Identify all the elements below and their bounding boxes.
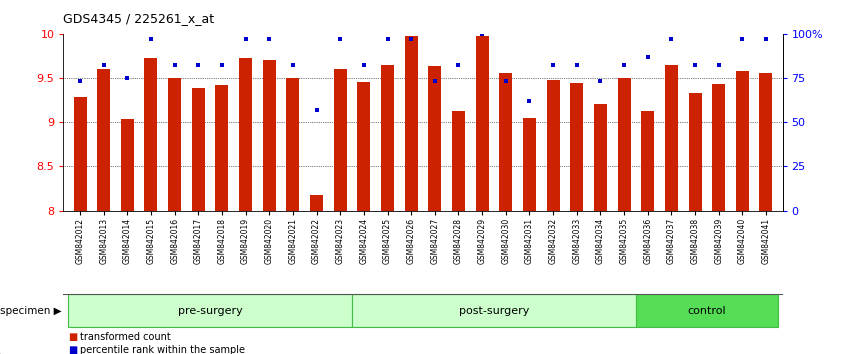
Point	[499, 79, 513, 84]
Point	[239, 36, 252, 42]
Text: GDS4345 / 225261_x_at: GDS4345 / 225261_x_at	[63, 12, 215, 25]
Bar	[69, 294, 352, 327]
Bar	[287, 78, 299, 211]
Bar	[381, 64, 394, 211]
Bar	[499, 73, 513, 211]
Point	[523, 98, 536, 104]
Point	[665, 36, 678, 42]
Bar	[523, 118, 536, 211]
Bar	[618, 78, 630, 211]
Point	[570, 63, 584, 68]
Bar	[333, 69, 347, 211]
Bar	[736, 71, 749, 211]
Point	[74, 79, 87, 84]
Bar	[636, 294, 777, 327]
Point	[97, 63, 111, 68]
Bar	[594, 104, 607, 211]
Bar	[192, 88, 205, 211]
Point	[641, 54, 655, 59]
Bar	[352, 294, 636, 327]
Text: transformed count: transformed count	[80, 332, 171, 342]
Point	[428, 79, 442, 84]
Point	[475, 31, 489, 36]
Bar	[452, 110, 465, 211]
Bar	[121, 120, 134, 211]
Point	[712, 63, 726, 68]
Point	[594, 79, 607, 84]
Text: control: control	[688, 306, 726, 316]
Point	[404, 36, 418, 42]
Bar	[74, 97, 86, 211]
Point	[310, 107, 323, 113]
Point	[381, 36, 394, 42]
Bar	[239, 58, 252, 211]
Bar	[712, 84, 725, 211]
Text: post-surgery: post-surgery	[459, 306, 529, 316]
Bar	[145, 58, 157, 211]
Point	[689, 63, 702, 68]
Bar	[570, 83, 583, 211]
Point	[452, 63, 465, 68]
Bar	[168, 78, 181, 211]
Point	[215, 63, 228, 68]
Point	[168, 63, 181, 68]
Bar	[428, 66, 442, 211]
Text: percentile rank within the sample: percentile rank within the sample	[80, 346, 245, 354]
Text: specimen ▶: specimen ▶	[0, 306, 62, 316]
Bar	[689, 93, 701, 211]
Point	[618, 63, 631, 68]
Point	[333, 36, 347, 42]
Point	[547, 63, 560, 68]
Bar	[665, 64, 678, 211]
Bar	[475, 36, 489, 211]
Bar	[357, 82, 371, 211]
Bar	[404, 36, 418, 211]
Bar	[97, 69, 110, 211]
Text: ■: ■	[68, 346, 77, 354]
Text: ■: ■	[68, 332, 77, 342]
Bar	[216, 85, 228, 211]
Bar	[641, 110, 654, 211]
Bar	[547, 80, 559, 211]
Text: pre-surgery: pre-surgery	[178, 306, 243, 316]
Point	[120, 75, 134, 81]
Bar	[760, 73, 772, 211]
Point	[759, 36, 772, 42]
Point	[286, 63, 299, 68]
Point	[144, 36, 157, 42]
Bar	[263, 60, 276, 211]
Point	[735, 36, 749, 42]
Point	[357, 63, 371, 68]
Point	[262, 36, 276, 42]
Bar	[310, 195, 323, 211]
Point	[191, 63, 205, 68]
